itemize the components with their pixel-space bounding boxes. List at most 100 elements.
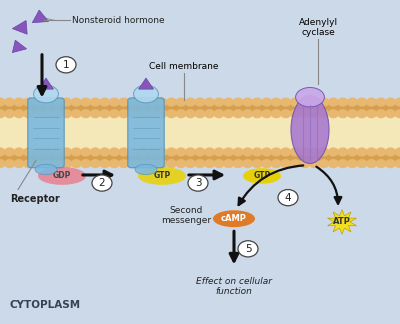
Circle shape — [62, 148, 72, 156]
Circle shape — [81, 148, 90, 156]
Polygon shape — [32, 10, 48, 23]
Circle shape — [233, 110, 243, 118]
Ellipse shape — [34, 85, 58, 103]
Circle shape — [100, 98, 110, 106]
Text: GTP: GTP — [253, 171, 271, 180]
Circle shape — [100, 110, 110, 118]
Circle shape — [138, 160, 148, 168]
Circle shape — [281, 110, 290, 118]
Circle shape — [186, 110, 195, 118]
Circle shape — [348, 148, 357, 156]
Circle shape — [167, 148, 176, 156]
Circle shape — [386, 160, 395, 168]
Circle shape — [376, 110, 386, 118]
Circle shape — [310, 160, 319, 168]
Circle shape — [328, 160, 338, 168]
Circle shape — [71, 110, 81, 118]
FancyBboxPatch shape — [128, 98, 164, 168]
Circle shape — [367, 110, 376, 118]
Circle shape — [90, 110, 100, 118]
Circle shape — [376, 148, 386, 156]
Ellipse shape — [296, 87, 324, 107]
Circle shape — [176, 148, 186, 156]
Circle shape — [24, 148, 33, 156]
Circle shape — [338, 110, 348, 118]
Circle shape — [328, 110, 338, 118]
Ellipse shape — [134, 85, 158, 103]
Circle shape — [100, 160, 110, 168]
Circle shape — [24, 98, 33, 106]
Circle shape — [243, 148, 252, 156]
Circle shape — [262, 98, 272, 106]
Circle shape — [348, 110, 357, 118]
Circle shape — [310, 98, 319, 106]
Circle shape — [43, 110, 52, 118]
Text: Cell membrane: Cell membrane — [149, 62, 219, 71]
Circle shape — [367, 148, 376, 156]
Text: 1: 1 — [63, 60, 69, 70]
Circle shape — [262, 110, 272, 118]
Circle shape — [119, 110, 129, 118]
Text: GDP: GDP — [53, 171, 71, 180]
Text: 4: 4 — [285, 193, 291, 202]
Circle shape — [271, 148, 281, 156]
Circle shape — [33, 160, 43, 168]
Circle shape — [128, 148, 138, 156]
Circle shape — [281, 160, 290, 168]
Text: GTP: GTP — [153, 171, 171, 180]
Circle shape — [14, 98, 24, 106]
Circle shape — [214, 110, 224, 118]
Circle shape — [224, 160, 233, 168]
Circle shape — [148, 160, 157, 168]
Circle shape — [188, 175, 208, 191]
Circle shape — [100, 148, 110, 156]
Circle shape — [128, 110, 138, 118]
Ellipse shape — [135, 164, 157, 175]
Circle shape — [195, 98, 205, 106]
Circle shape — [5, 98, 14, 106]
Circle shape — [33, 148, 43, 156]
Circle shape — [62, 160, 72, 168]
Ellipse shape — [213, 210, 255, 227]
Text: Effect on cellular
function: Effect on cellular function — [196, 277, 272, 296]
Circle shape — [195, 160, 205, 168]
Ellipse shape — [138, 167, 186, 185]
Circle shape — [386, 110, 395, 118]
Circle shape — [214, 148, 224, 156]
Circle shape — [271, 160, 281, 168]
Circle shape — [167, 98, 176, 106]
Circle shape — [43, 98, 52, 106]
Circle shape — [148, 98, 157, 106]
Circle shape — [262, 160, 272, 168]
Circle shape — [338, 98, 348, 106]
Circle shape — [176, 110, 186, 118]
Text: CYTOPLASM: CYTOPLASM — [10, 300, 81, 309]
Polygon shape — [138, 78, 154, 89]
Circle shape — [33, 110, 43, 118]
Circle shape — [128, 98, 138, 106]
Circle shape — [14, 148, 24, 156]
Circle shape — [367, 160, 376, 168]
FancyBboxPatch shape — [28, 98, 64, 168]
Circle shape — [367, 98, 376, 106]
Circle shape — [81, 98, 90, 106]
Circle shape — [110, 110, 119, 118]
Circle shape — [138, 148, 148, 156]
Circle shape — [271, 98, 281, 106]
Text: 2: 2 — [99, 178, 105, 188]
Circle shape — [281, 148, 290, 156]
Polygon shape — [12, 40, 27, 52]
Circle shape — [52, 98, 62, 106]
Polygon shape — [38, 78, 54, 89]
Polygon shape — [12, 20, 27, 34]
Circle shape — [357, 110, 367, 118]
Ellipse shape — [291, 96, 329, 163]
Circle shape — [300, 160, 310, 168]
Circle shape — [224, 110, 233, 118]
Circle shape — [252, 110, 262, 118]
Circle shape — [71, 148, 81, 156]
Polygon shape — [328, 210, 356, 234]
Circle shape — [290, 110, 300, 118]
Circle shape — [90, 98, 100, 106]
Circle shape — [376, 160, 386, 168]
